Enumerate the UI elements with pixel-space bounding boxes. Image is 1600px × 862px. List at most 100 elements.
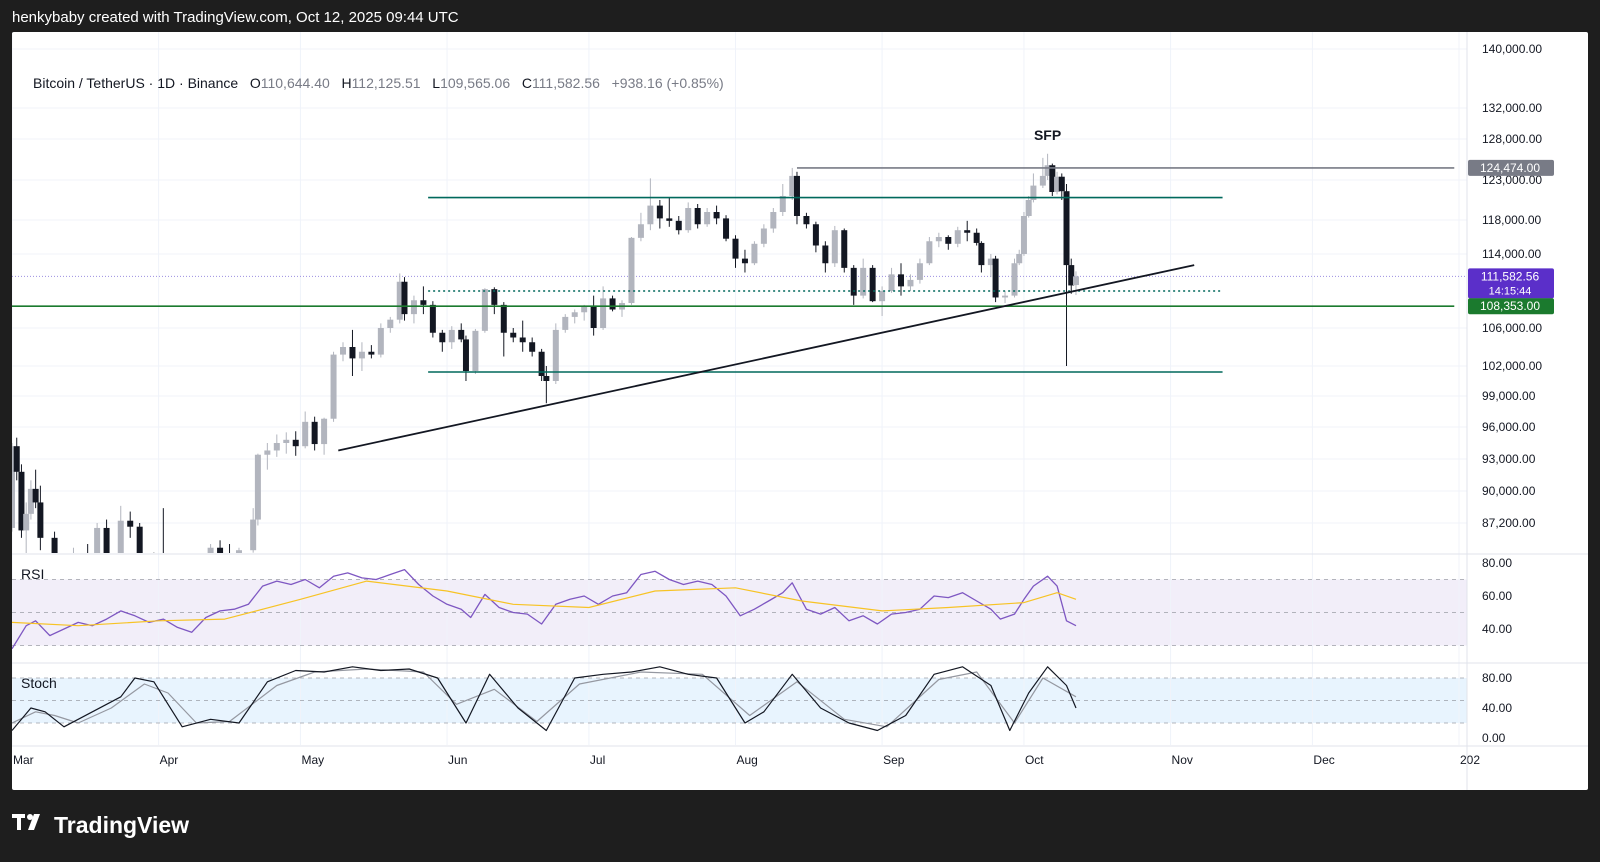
candle-body [27,488,34,514]
rsi-ma-line [12,580,1077,627]
candle-body [694,208,701,225]
x-tick-label: Nov [1172,753,1193,767]
candle-body [879,291,886,302]
x-tick-label: Apr [160,753,179,767]
candle-body [571,312,578,317]
chart-canvas[interactable]: Mar Apr May Jun Jul Aug Sep Oct Nov Dec 202 140,000… [12,32,1588,790]
candle-body [37,502,44,538]
candle-body [481,289,488,331]
stoch-tick-label: 40.00 [1482,701,1512,715]
candle-body [151,559,157,580]
candle-body [898,274,905,287]
stoch-k-line [12,666,1077,732]
candle-body [656,205,663,219]
candle-body [888,274,895,291]
candle-body [136,526,143,553]
candle-body [23,513,30,531]
candle-body [51,537,58,553]
open-value: 110,644.40 [260,75,330,91]
candle-body [1063,191,1070,266]
candle-body [349,347,356,359]
tradingview-brand[interactable]: TradingView [12,810,189,840]
sfp-annotation: SFP [1034,127,1061,143]
candle-body [935,237,942,242]
y-tick-label: 118,000.00 [1482,213,1541,227]
candle-body [500,304,507,333]
y-tick-label: 140,000.00 [1482,42,1542,56]
candle-body [831,230,838,264]
candle-body [1011,263,1018,296]
candle-body [741,258,748,264]
candle-body [841,230,848,268]
candle-body [302,421,309,447]
candle-body [600,298,607,328]
candle-body [250,519,257,551]
candle-body [358,351,365,359]
candle-body [760,228,767,244]
candle-body [1044,165,1051,176]
candle-body [860,267,867,296]
y-tick-label: 93,000.00 [1482,452,1536,466]
price-tag-label: 108,353.00 [1480,299,1540,313]
candle-body [85,559,91,563]
candle-body [1020,216,1027,254]
change-value: +938.16 (+0.85%) [611,75,724,91]
candle-body [789,175,796,196]
price-tag-resistance [1468,159,1554,176]
rsi-tick-label: 40.00 [1482,622,1512,636]
candle-body [117,520,124,553]
x-tick-label: Dec [1313,753,1334,767]
tradingview-logo-icon [12,812,46,838]
candle-body [992,258,999,298]
candle-body [217,547,224,553]
price-tag-last [1468,268,1554,299]
low-value: 109,565.06 [440,75,511,91]
rsi-tick-label: 80.00 [1482,556,1512,570]
candle-body [127,520,134,527]
x-tick-label: Jul [590,753,605,767]
candle-body [926,241,933,264]
candle-body [448,329,455,343]
candle-body [954,230,961,244]
candle-body [978,242,985,266]
candle-body [770,212,777,229]
y-tick-label: 128,000.00 [1482,132,1542,146]
candle-body [491,289,498,305]
candle-body [850,267,857,296]
x-tick-label: 202 [1460,753,1480,767]
candle-body [1002,295,1009,298]
candle-body [401,281,408,315]
candle-body [1068,265,1075,286]
candle-body [13,446,20,472]
candle-body [235,550,242,553]
candle-body [321,418,328,445]
candle-body [1039,175,1046,186]
x-tick-label: Sep [883,753,905,767]
x-tick-label: Oct [1025,753,1044,767]
candle-body [283,439,290,443]
candle-body [439,332,446,343]
candle-body [510,332,517,338]
ascending-trendline[interactable] [338,264,1195,452]
candle-body [907,279,914,287]
candle-body [793,175,800,216]
price-tag-support [1468,298,1554,315]
candle-body [207,547,214,553]
high-label: H [341,75,352,91]
candle-body [822,245,829,264]
candle-body [987,258,994,266]
stoch-d-line [12,668,1077,728]
candle-body [685,208,692,231]
x-tick-label: May [301,753,324,767]
candle-body [227,556,233,562]
candle-body [12,446,15,528]
symbol-label[interactable]: Bitcoin / TetherUS · 1D · Binance [33,75,239,91]
y-tick-label: 102,000.00 [1482,359,1542,373]
x-tick-label: Mar [13,753,34,767]
candle-body [704,212,711,225]
candle-body [410,300,417,315]
candle-body [675,220,682,231]
candle-body [330,354,337,419]
candle-body [387,319,394,328]
candle-body [723,218,730,239]
